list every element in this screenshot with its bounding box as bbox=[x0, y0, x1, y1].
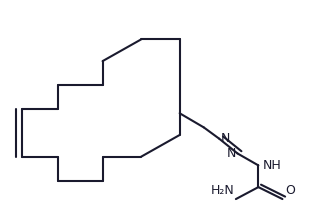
Text: N: N bbox=[226, 147, 236, 160]
Text: O: O bbox=[286, 184, 295, 197]
Text: NH: NH bbox=[263, 159, 282, 172]
Text: N: N bbox=[221, 132, 230, 145]
Text: H₂N: H₂N bbox=[211, 184, 234, 197]
